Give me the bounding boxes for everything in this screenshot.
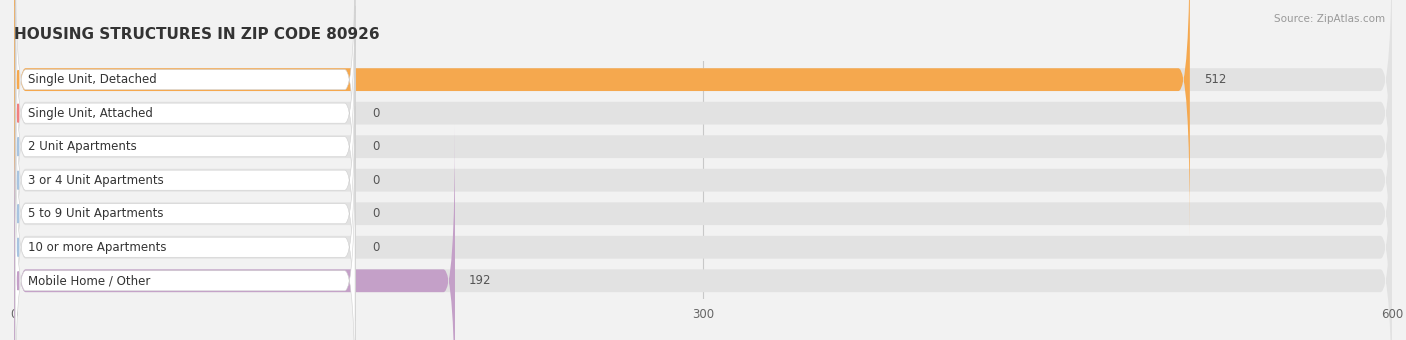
Text: 0: 0 [373, 207, 380, 220]
FancyBboxPatch shape [15, 0, 356, 254]
Text: Single Unit, Detached: Single Unit, Detached [28, 73, 156, 86]
FancyBboxPatch shape [14, 0, 1392, 303]
Text: Mobile Home / Other: Mobile Home / Other [28, 274, 150, 287]
FancyBboxPatch shape [15, 106, 356, 340]
FancyBboxPatch shape [15, 0, 356, 220]
FancyBboxPatch shape [14, 124, 456, 340]
FancyBboxPatch shape [14, 91, 1392, 340]
Text: Single Unit, Attached: Single Unit, Attached [28, 107, 153, 120]
FancyBboxPatch shape [14, 24, 1392, 336]
FancyBboxPatch shape [14, 124, 1392, 340]
Text: 0: 0 [373, 174, 380, 187]
FancyBboxPatch shape [15, 140, 356, 340]
Text: 0: 0 [373, 241, 380, 254]
FancyBboxPatch shape [15, 6, 356, 288]
Text: 2 Unit Apartments: 2 Unit Apartments [28, 140, 136, 153]
FancyBboxPatch shape [15, 73, 356, 340]
FancyBboxPatch shape [14, 0, 1392, 236]
Text: 512: 512 [1204, 73, 1226, 86]
Text: 0: 0 [373, 140, 380, 153]
Text: 192: 192 [468, 274, 491, 287]
Text: 10 or more Apartments: 10 or more Apartments [28, 241, 166, 254]
Text: Source: ZipAtlas.com: Source: ZipAtlas.com [1274, 14, 1385, 23]
FancyBboxPatch shape [14, 0, 1189, 236]
FancyBboxPatch shape [14, 57, 1392, 340]
Text: 3 or 4 Unit Apartments: 3 or 4 Unit Apartments [28, 174, 163, 187]
FancyBboxPatch shape [15, 39, 356, 321]
FancyBboxPatch shape [14, 0, 1392, 269]
Text: 5 to 9 Unit Apartments: 5 to 9 Unit Apartments [28, 207, 163, 220]
Text: HOUSING STRUCTURES IN ZIP CODE 80926: HOUSING STRUCTURES IN ZIP CODE 80926 [14, 27, 380, 42]
Text: 0: 0 [373, 107, 380, 120]
